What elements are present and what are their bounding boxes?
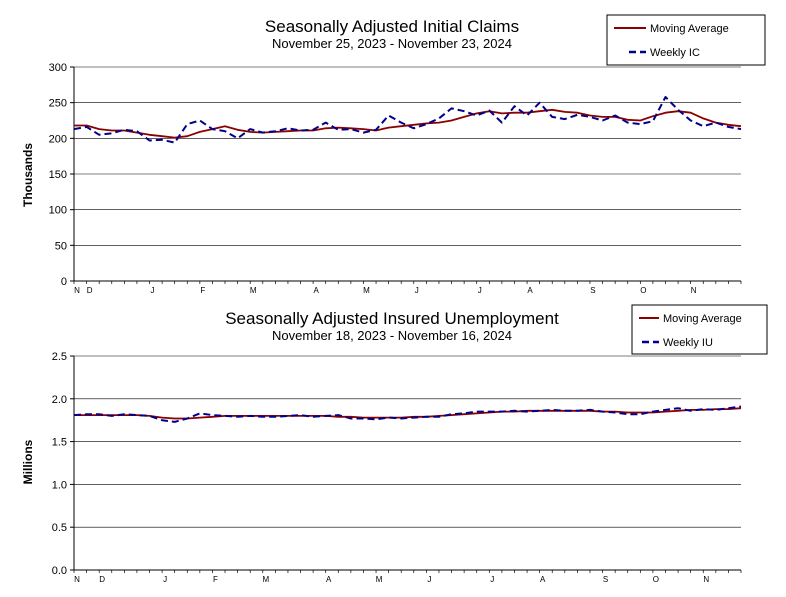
x-tick-label: J (490, 575, 494, 584)
x-tick-label: J (478, 286, 482, 295)
x-tick-label: F (200, 286, 205, 295)
x-tick-label: M (376, 575, 383, 584)
chart-title: Seasonally Adjusted Initial Claims (265, 17, 519, 36)
y-tick-label: 2.0 (52, 394, 67, 406)
x-tick-label: F (213, 575, 218, 584)
y-tick-label: 1.5 (52, 437, 67, 449)
plot-area: 0.0 0.5 1.0 1.5 2.0 2.5 N D J F M A M J J A S O N (52, 351, 742, 584)
x-tick-label: J (151, 286, 155, 295)
legend-box: Moving Average Weekly IU (631, 304, 768, 355)
y-axis-label: Millions (21, 439, 35, 484)
chart-subtitle: November 25, 2023 - November 23, 2024 (272, 36, 512, 51)
x-tick-label: J (415, 286, 419, 295)
x-tick-label: S (603, 575, 608, 584)
x-tick-label: J (427, 575, 431, 584)
y-tick-label: 200 (49, 133, 67, 145)
chart-subtitle: November 18, 2023 - November 16, 2024 (272, 328, 512, 343)
y-tick-label: 250 (49, 98, 67, 110)
y-tick-label: 50 (55, 240, 67, 252)
x-tick-label: O (640, 286, 646, 295)
x-tick-label: A (326, 575, 332, 584)
x-tick-label: N (74, 575, 80, 584)
legend-box: Moving Average Weekly IC (606, 14, 766, 66)
y-tick-label: 1.0 (52, 479, 67, 491)
y-tick-label: 0.0 (52, 565, 67, 577)
x-tick-label: S (590, 286, 595, 295)
chart-title: Seasonally Adjusted Insured Unemployment (225, 309, 559, 328)
y-tick-label: 100 (49, 205, 67, 217)
x-tick-label: M (250, 286, 257, 295)
weekly-series-line (73, 96, 742, 144)
weekly-series-line (73, 405, 742, 423)
x-tick-label: O (653, 575, 659, 584)
x-tick-label: N (691, 286, 697, 295)
x-tick-label: J (163, 575, 167, 584)
x-tick-label: N (703, 575, 709, 584)
y-tick-label: 300 (49, 62, 67, 74)
y-tick-label: 150 (49, 169, 67, 181)
y-tick-label: 0 (61, 276, 67, 288)
x-tick-label: M (363, 286, 370, 295)
legend-label-weekly: Weekly IU (663, 337, 713, 349)
moving-average-series-line (74, 108, 742, 139)
initial-claims-chart: Seasonally Adjusted Initial Claims Novem… (21, 14, 766, 295)
x-tick-label: A (540, 575, 546, 584)
legend-label-weekly: Weekly IC (650, 47, 700, 59)
x-tick-label: A (527, 286, 533, 295)
x-tick-label: N (74, 286, 80, 295)
x-tick-label: D (87, 286, 93, 295)
x-tick-label: D (99, 575, 105, 584)
y-tick-label: 2.5 (52, 351, 67, 363)
y-tick-label: 0.5 (52, 522, 67, 534)
y-axis-label: Thousands (21, 143, 35, 207)
x-tick-label: M (262, 575, 269, 584)
legend-label-moving-average: Moving Average (663, 313, 742, 325)
legend-label-moving-average: Moving Average (650, 23, 729, 35)
moving-average-series-line (74, 407, 742, 420)
x-tick-label: A (313, 286, 319, 295)
insured-unemployment-chart: Seasonally Adjusted Insured Unemployment… (21, 304, 768, 584)
